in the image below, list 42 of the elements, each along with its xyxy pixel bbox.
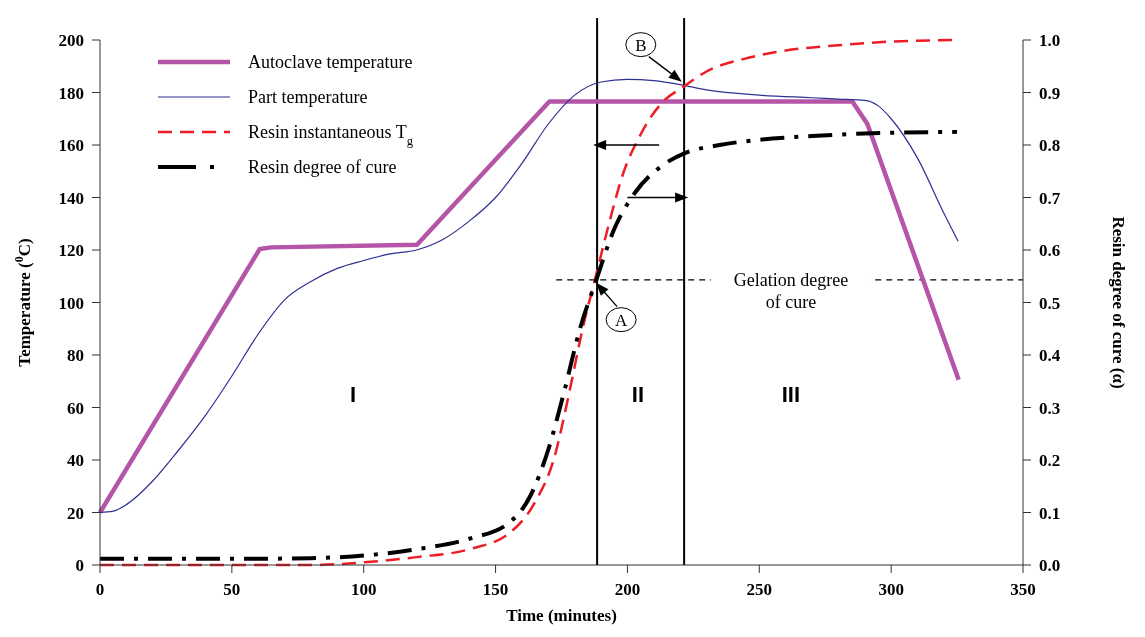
y-tick-label: 0 bbox=[75, 556, 84, 575]
y2-tick-label: 0.5 bbox=[1039, 293, 1061, 313]
x-tick-label: 0 bbox=[95, 580, 105, 599]
x-axis-title: Time (minutes) bbox=[506, 606, 617, 625]
y-tick-label: 40 bbox=[67, 451, 84, 470]
ref-line-label: Gelation degree of cure bbox=[733, 269, 849, 312]
y-tick-label: 80 bbox=[67, 346, 84, 365]
x-tick-label: 150 bbox=[482, 580, 509, 599]
x-tick-label: 250 bbox=[746, 580, 773, 599]
y2-tick-label: 0.7 bbox=[1039, 188, 1061, 208]
y2-tick-label: 0.0 bbox=[1039, 556, 1061, 575]
y-tick-label: 140 bbox=[58, 188, 84, 208]
x-tick-label: 100 bbox=[350, 580, 377, 599]
x-tick-label: 50 bbox=[223, 580, 241, 599]
annotation: I bbox=[350, 382, 357, 408]
y-tick-label: 120 bbox=[58, 241, 84, 260]
y2-tick-label: 0.1 bbox=[1039, 503, 1061, 523]
y2-axis-title: Resin degree of cure (α) bbox=[1109, 216, 1128, 389]
y-tick-label: 20 bbox=[67, 503, 84, 523]
annotation: A bbox=[614, 310, 628, 330]
y-tick-label: 180 bbox=[58, 83, 84, 103]
y2-tick-label: 0.6 bbox=[1039, 241, 1061, 260]
y-tick-label: 100 bbox=[58, 293, 84, 313]
x-tick-label: 200 bbox=[614, 580, 641, 599]
x-tick-label: 300 bbox=[878, 580, 904, 599]
annotation: B bbox=[635, 35, 647, 55]
legend-label: Resin instantaneous T$_{g}$ bbox=[248, 122, 414, 148]
y2-tick-label: 0.2 bbox=[1039, 451, 1061, 470]
y2-tick-label: 0.4 bbox=[1039, 346, 1061, 365]
y-tick-label: 200 bbox=[58, 31, 84, 50]
y2-tick-label: 0.3 bbox=[1039, 398, 1061, 418]
y2-tick-label: 0.9 bbox=[1039, 83, 1061, 103]
x-tick-label: 350 bbox=[1010, 580, 1036, 599]
legend-label: Part temperature bbox=[248, 87, 368, 107]
legend-label: Resin degree of cure bbox=[248, 157, 397, 177]
legend-label: Autoclave temperature bbox=[248, 52, 413, 72]
y-tick-label: 60 bbox=[67, 398, 84, 418]
annotation: III bbox=[781, 382, 801, 408]
y-tick-label: 160 bbox=[58, 136, 84, 155]
annotation: II bbox=[631, 382, 645, 408]
y2-tick-label: 1.0 bbox=[1039, 31, 1061, 50]
y2-tick-label: 0.8 bbox=[1039, 136, 1061, 155]
